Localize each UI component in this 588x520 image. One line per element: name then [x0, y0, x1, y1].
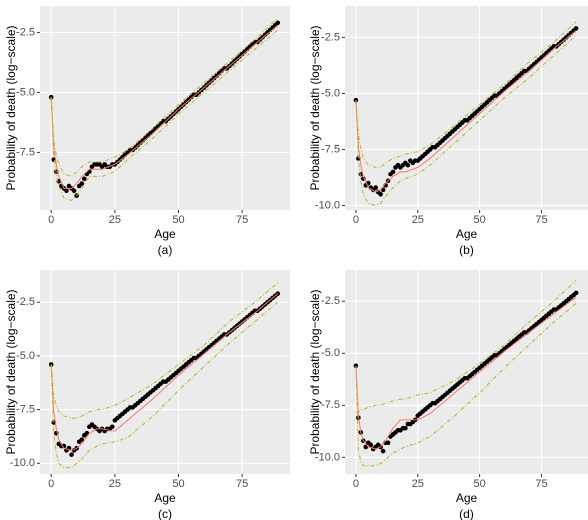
y-tick-label: -5.0: [321, 347, 340, 359]
x-tick-label: 50: [172, 478, 184, 490]
y-tick-label: -2.5: [321, 295, 340, 307]
data-point: [390, 169, 396, 175]
data-point: [573, 290, 579, 296]
bound-line: [355, 280, 577, 413]
x-axis-title: Age: [154, 227, 176, 241]
y-tick-label: -10.0: [315, 451, 340, 463]
data-point: [353, 97, 359, 103]
y-tick-label: -10.0: [10, 457, 35, 469]
plot-background: [40, 270, 290, 474]
data-point: [573, 26, 579, 31]
x-tick-label: 75: [236, 214, 248, 226]
x-tick-label: 25: [412, 214, 424, 226]
panel: -2.5 -5.0 -7.5 -10.0 0 25 50 75 Age (d) Probabilit…: [308, 270, 588, 520]
panel: -2.5 -5.0 -7.5 0 25 50 75 Age (a) Probability of …: [4, 6, 290, 257]
y-tick-label: -2.5: [321, 31, 340, 43]
x-axis-title: Age: [456, 491, 478, 505]
y-axis-title: Probability of death (log−scale): [308, 289, 322, 454]
data-point: [87, 169, 92, 174]
x-tick-label: 50: [172, 214, 184, 226]
x-tick-label: 0: [353, 214, 359, 226]
fitted-line: [355, 30, 577, 193]
data-point: [403, 425, 408, 431]
caption: (b): [459, 243, 474, 257]
x-tick-label: 75: [535, 214, 547, 226]
data-point: [69, 452, 74, 457]
x-tick-label: 25: [109, 214, 121, 226]
caption: (c): [158, 507, 172, 520]
x-tick-label: 25: [109, 478, 121, 490]
y-tick-label: -5.0: [16, 86, 35, 98]
data-point: [275, 20, 281, 26]
x-tick-label: 0: [48, 478, 54, 490]
panel: -2.5 -5.0 -7.5 -10.0 0 25 50 75 Age (b) Probabilit…: [308, 6, 588, 257]
y-tick-label: -7.5: [321, 143, 340, 155]
bound-line: [355, 302, 577, 467]
y-tick-label: -2.5: [16, 296, 35, 308]
data-point: [353, 363, 359, 369]
plot-background: [40, 6, 290, 210]
bound-line: [355, 34, 577, 207]
x-tick-label: 25: [412, 478, 424, 490]
y-tick-label: -7.5: [16, 403, 35, 415]
data-point: [64, 188, 69, 194]
data-point: [378, 192, 383, 197]
data-point: [405, 162, 411, 168]
fitted-line: [50, 24, 279, 189]
caption: (a): [158, 243, 173, 257]
y-tick-label: -5.0: [16, 350, 35, 362]
x-tick-label: 50: [473, 478, 485, 490]
data-point: [48, 362, 54, 367]
data-point: [71, 188, 77, 194]
data-point: [385, 440, 391, 446]
y-tick-label: -10.0: [315, 199, 340, 211]
fitted-line: [355, 296, 577, 450]
bound-line: [50, 17, 279, 177]
data-point: [380, 448, 386, 454]
x-tick-label: 0: [353, 478, 359, 490]
x-tick-label: 50: [473, 214, 485, 226]
y-tick-label: -2.5: [16, 26, 35, 38]
bound-line: [50, 301, 279, 469]
y-tick-label: -7.5: [321, 399, 340, 411]
y-tick-label: -5.0: [321, 87, 340, 99]
data-point: [79, 181, 85, 186]
data-point: [368, 442, 374, 448]
data-point: [81, 176, 87, 182]
x-tick-label: 0: [48, 214, 54, 226]
x-axis-title: Age: [154, 491, 176, 505]
data-point: [110, 424, 115, 430]
y-axis-title: Probability of death (log−scale): [4, 289, 18, 454]
y-tick-label: -7.5: [16, 146, 35, 158]
bound-line: [355, 21, 577, 168]
y-axis-title: Probability of death (log−scale): [308, 25, 322, 190]
x-tick-label: 75: [236, 478, 248, 490]
fitted-line: [50, 293, 279, 451]
y-axis-title: Probability of death (log−scale): [4, 25, 18, 190]
caption: (d): [459, 507, 474, 520]
data-point: [373, 185, 378, 190]
plot-background: [345, 6, 588, 210]
x-axis-title: Age: [456, 227, 478, 241]
bound-line: [50, 282, 279, 419]
data-point: [79, 437, 85, 442]
panel: -2.5 -5.0 -7.5 -10.0 0 25 50 75 Age (c) Probabilit…: [4, 270, 290, 520]
x-tick-label: 75: [535, 478, 547, 490]
